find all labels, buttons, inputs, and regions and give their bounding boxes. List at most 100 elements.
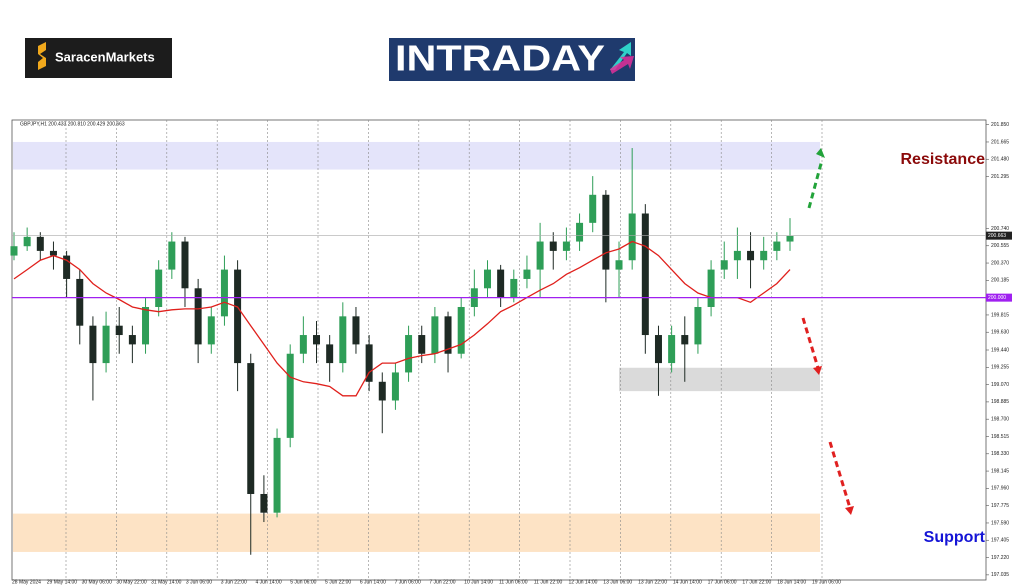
y-tick-label: 198.145 [991,468,1009,474]
candle-body [89,325,97,364]
candle-body [405,335,413,373]
banner-arrow-up [610,42,631,70]
candle-body [220,269,228,317]
brand-icon [38,42,46,70]
candle-body [234,269,242,364]
x-tick-label: 5 Jun 22:00 [325,579,351,585]
zone [619,367,820,392]
x-tick-label: 28 May 2024 [12,579,41,585]
candle-body [576,222,584,242]
price-label: 200.663 [988,233,1006,239]
x-tick-label: 11 Jun 22:00 [534,579,563,585]
x-tick-label: 7 Jun 06:00 [395,579,421,585]
candle-body [418,335,426,354]
candle-body [733,250,741,261]
y-tick-label: 200.740 [991,226,1009,232]
candle-body [747,250,755,261]
y-tick-label: 201.295 [991,174,1009,180]
candle-body [260,493,268,513]
x-tick-label: 12 Jun 14:00 [569,579,598,585]
arrow-head [816,148,825,158]
x-tick-label: 7 Jun 22:00 [429,579,455,585]
candle-body [615,260,623,270]
candle-body [10,246,18,256]
candle-body [391,372,399,401]
plot-frame [11,119,987,581]
x-tick-label: 30 May 06:00 [82,579,113,585]
y-tick-label: 198.330 [991,451,1009,457]
x-tick-label: 5 Jun 06:00 [290,579,316,585]
candle-body [365,344,373,382]
y-tick-label: 201.480 [991,157,1009,163]
candle-body [720,260,728,270]
candle-body [773,241,781,251]
x-tick-label: 19 Jun 06:00 [812,579,841,585]
candle-body [523,269,531,279]
candle-body [431,316,439,354]
arrow-head [845,506,854,515]
candle-body [339,316,347,364]
candle-body [549,241,557,251]
banner-arrow-down [610,56,634,74]
y-tick-label: 199.630 [991,330,1009,336]
candle-body [326,344,334,364]
candle-body [444,316,452,354]
zone [13,513,820,552]
price-tag [986,231,1012,240]
x-tick-label: 3 Jun 06:00 [186,579,212,585]
y-tick-label: 197.405 [991,538,1009,544]
brand-name: SaracenMarkets [55,49,155,64]
candle-body [313,335,321,345]
candle-body [63,255,71,279]
banner-text: INTRADAY [395,38,605,79]
candle-body [497,269,505,298]
candle-body [194,288,202,345]
x-tick-label: 13 Jun 06:00 [603,579,632,585]
x-tick-label: 31 May 14:00 [151,579,182,585]
candle-body [536,241,544,270]
candle-body [589,194,597,223]
candle-body [694,306,702,345]
candle-body [681,335,689,345]
candle-body [23,236,31,247]
arrow-up [807,159,824,209]
y-tick-label: 197.220 [991,555,1009,561]
candle-body [786,235,794,242]
y-tick-label: 197.775 [991,503,1009,509]
y-tick-label: 200.555 [991,243,1009,249]
y-tick-label: 197.035 [991,572,1009,578]
candle-body [49,250,57,256]
candle-body [641,213,649,336]
y-tick-label: 197.960 [991,486,1009,492]
y-tick-label: 201.665 [991,139,1009,145]
y-tick-label: 197.590 [991,520,1009,526]
x-tick-label: 6 Jun 14:00 [360,579,386,585]
y-tick-label: 198.700 [991,417,1009,423]
candle-body [299,335,307,354]
y-tick-label: 198.885 [991,399,1009,405]
y-tick-label: 198.515 [991,434,1009,440]
candle-body [707,269,715,307]
candle-body [483,269,491,289]
y-tick-label: 200.370 [991,260,1009,266]
arrow-down [801,317,820,369]
candle-body [207,316,215,345]
candle-body [654,335,662,364]
zone [13,141,820,170]
x-tick-label: 4 Jun 14:00 [255,579,281,585]
candle-body [602,194,610,270]
brand-logo [25,38,172,78]
x-tick-label: 10 Jun 14:00 [464,579,493,585]
candle-body [510,278,518,298]
arrow-down [828,441,852,509]
candle-body [562,241,570,251]
candle-body [76,278,84,326]
candle-body [36,236,44,251]
x-tick-label: 17 Jun 06:00 [708,579,737,585]
y-tick-label: 201.850 [991,122,1009,128]
candle-body [273,437,281,513]
candle-body [168,241,176,270]
annotation: Resistance [901,151,986,168]
candle-body [760,250,768,261]
